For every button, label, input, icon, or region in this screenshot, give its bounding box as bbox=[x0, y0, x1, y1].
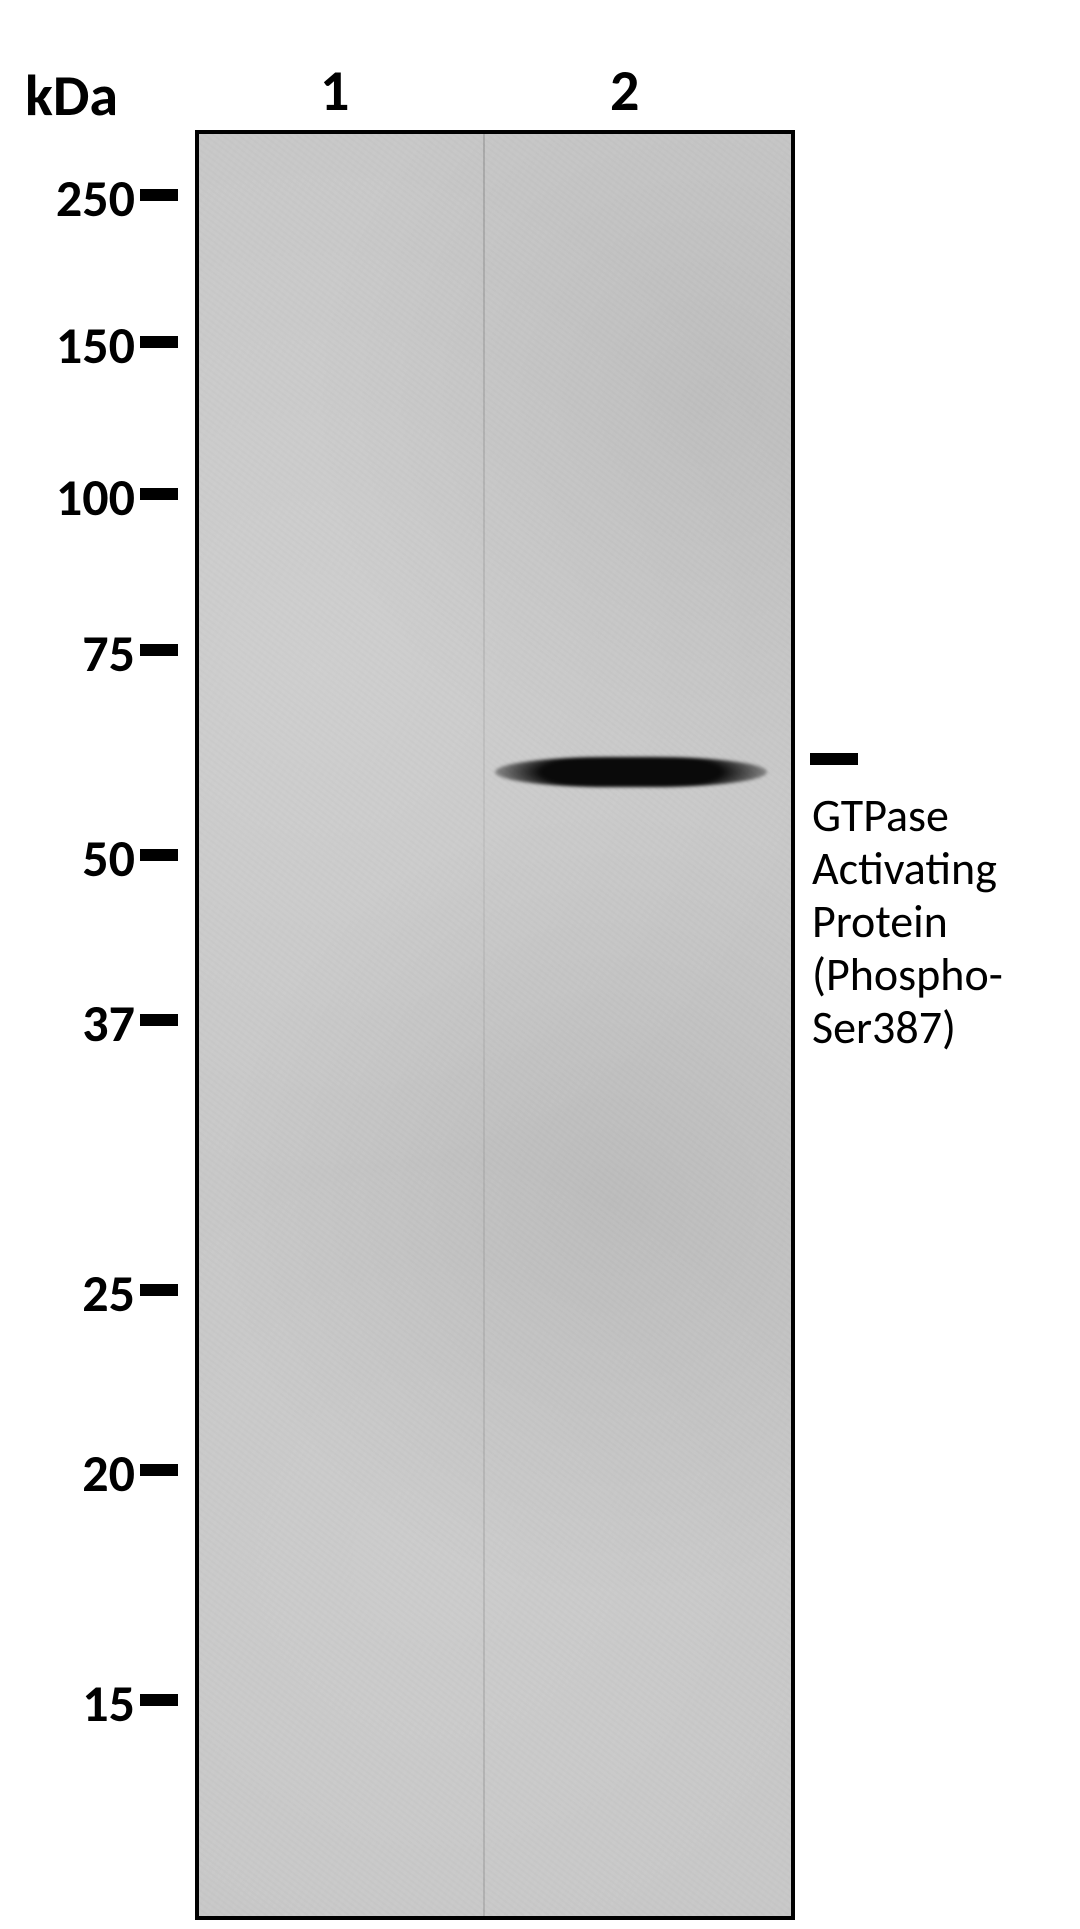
blot-texture bbox=[199, 134, 791, 1916]
mw-marker-dash bbox=[140, 1694, 178, 1706]
western-blot-figure: kDa 250 150 100 75 50 37 25 20 15 1 2 GTPaseActiv… bbox=[0, 0, 1080, 1929]
mw-marker-dash bbox=[140, 849, 178, 861]
protein-band bbox=[495, 757, 767, 787]
mw-marker-label: 20 bbox=[25, 1441, 135, 1505]
mw-marker-dash bbox=[140, 1014, 178, 1026]
lane-label: 2 bbox=[610, 55, 639, 126]
blot-membrane bbox=[195, 130, 795, 1920]
mw-marker-dash bbox=[140, 644, 178, 656]
lane-divider bbox=[483, 134, 485, 1916]
mw-marker-label: 50 bbox=[25, 826, 135, 890]
lane-label: 1 bbox=[320, 55, 349, 126]
mw-marker-label: 37 bbox=[25, 991, 135, 1055]
annotation-label: GTPaseActivatingProtein(Phospho-Ser387) bbox=[812, 790, 1003, 1054]
mw-marker-label: 150 bbox=[25, 313, 135, 377]
mw-marker-label: 25 bbox=[25, 1261, 135, 1325]
mw-marker-dash bbox=[140, 1464, 178, 1476]
yaxis-title: kDa bbox=[25, 60, 118, 131]
mw-marker-dash bbox=[140, 189, 178, 201]
annotation-pointer bbox=[810, 753, 858, 765]
mw-marker-label: 250 bbox=[25, 166, 135, 230]
mw-marker-dash bbox=[140, 1284, 178, 1296]
mw-marker-dash bbox=[140, 488, 178, 500]
mw-marker-label: 75 bbox=[25, 621, 135, 685]
mw-marker-label: 100 bbox=[25, 465, 135, 529]
mw-marker-dash bbox=[140, 336, 178, 348]
mw-marker-label: 15 bbox=[25, 1671, 135, 1735]
